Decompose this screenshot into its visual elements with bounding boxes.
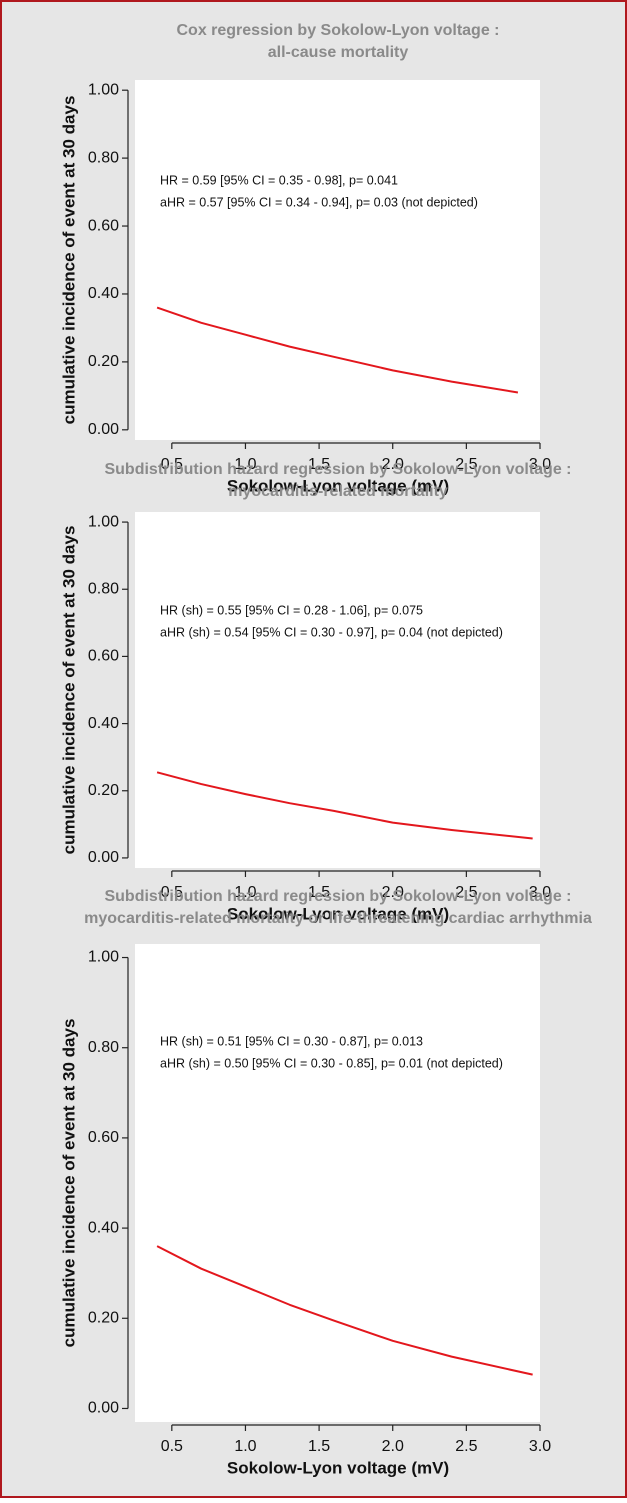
y-tick-label: 0.20 [88,782,119,799]
y-tick-label: 1.00 [88,949,119,966]
annotation: aHR (sh) = 0.50 [95% CI = 0.30 - 0.85], … [160,1056,503,1070]
y-tick-label: 1.00 [88,513,119,530]
chart-title: all-cause mortality [268,44,409,61]
y-tick-label: 0.60 [88,217,119,234]
y-tick-label: 0.80 [88,149,119,166]
x-tick-label: 1.5 [308,456,330,473]
annotation: aHR = 0.57 [95% CI = 0.34 - 0.94], p= 0.… [160,195,478,209]
x-tick-label: 0.5 [161,456,183,473]
y-tick-label: 0.60 [88,648,119,665]
x-tick-label: 0.5 [161,884,183,901]
y-tick-label: 0.40 [88,715,119,732]
y-tick-label: 0.20 [88,353,119,370]
x-tick-label: 1.0 [234,456,256,473]
x-tick-label: 2.0 [382,884,404,901]
y-tick-label: 0.80 [88,1039,119,1056]
x-tick-label: 1.0 [234,1438,256,1455]
chart-title: myocarditis-related mortality [228,483,448,500]
x-axis-title: Sokolow-Lyon voltage (mV) [227,904,449,923]
x-tick-label: 2.5 [455,884,477,901]
x-tick-label: 2.5 [455,456,477,473]
annotation: HR (sh) = 0.55 [95% CI = 0.28 - 1.06], p… [160,603,423,617]
x-axis-title: Sokolow-Lyon voltage (mV) [227,1458,449,1477]
plot-area [135,80,540,440]
y-tick-label: 0.00 [88,849,119,866]
chart-title: Subdistribution hazard regression by Sok… [104,461,571,478]
x-tick-label: 2.0 [382,1438,404,1455]
plot-area [135,512,540,868]
annotation: aHR (sh) = 0.54 [95% CI = 0.30 - 0.97], … [160,625,503,639]
y-tick-label: 0.60 [88,1129,119,1146]
chart-title: Cox regression by Sokolow-Lyon voltage : [176,22,499,39]
annotation: HR (sh) = 0.51 [95% CI = 0.30 - 0.87], p… [160,1034,423,1048]
plot-area [135,944,540,1422]
x-tick-label: 1.0 [234,884,256,901]
x-tick-label: 0.5 [161,1438,183,1455]
x-tick-label: 3.0 [529,1438,551,1455]
x-tick-label: 1.5 [308,884,330,901]
y-axis-title: cumulative incidence of event at 30 days [59,526,78,855]
x-tick-label: 2.5 [455,1438,477,1455]
data-line [156,1245,533,1376]
data-line [156,771,533,840]
y-tick-label: 0.40 [88,1219,119,1236]
x-tick-label: 3.0 [529,884,551,901]
y-axis-title: cumulative incidence of event at 30 days [59,1019,78,1348]
y-tick-label: 0.20 [88,1310,119,1327]
x-tick-label: 1.5 [308,1438,330,1455]
y-tick-label: 0.80 [88,580,119,597]
y-axis-title: cumulative incidence of event at 30 days [59,96,78,425]
y-tick-label: 0.00 [88,421,119,438]
y-tick-label: 0.40 [88,285,119,302]
chart-title: Subdistribution hazard regression by Sok… [104,888,571,905]
chart-title: myocarditis-related mortality or life-th… [84,910,592,927]
y-tick-label: 0.00 [88,1400,119,1417]
x-tick-label: 2.0 [382,456,404,473]
y-tick-label: 1.00 [88,81,119,98]
data-line [156,306,519,394]
x-axis-title: Sokolow-Lyon voltage (mV) [227,476,449,495]
x-tick-label: 3.0 [529,456,551,473]
annotation: HR = 0.59 [95% CI = 0.35 - 0.98], p= 0.0… [160,173,398,187]
